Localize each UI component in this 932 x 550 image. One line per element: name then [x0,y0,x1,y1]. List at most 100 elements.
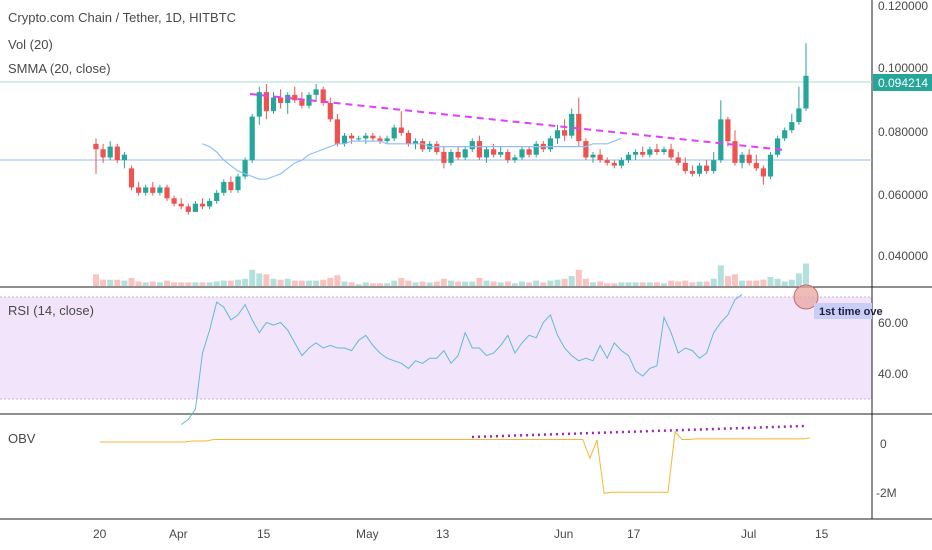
volume-bar [625,282,632,286]
volume-bar [462,281,469,286]
candle [455,146,461,161]
candle-body [767,154,774,177]
volume-bar [582,278,589,286]
candle-body [789,122,795,131]
candle [327,97,333,123]
candle-body [533,143,539,155]
volume-bar [242,278,249,286]
candle-body [100,149,106,158]
price-tick: 0.040000 [878,249,928,263]
candle-body [604,160,610,163]
volume-bar [767,277,774,286]
volume-bar [746,280,753,286]
volume-bar [732,274,738,286]
rsi-band [0,297,872,399]
candle-body [363,135,369,139]
candle [618,157,624,169]
volume-bar [369,283,376,286]
volume-bar [320,279,327,286]
candle-body [718,119,724,161]
candle [192,201,198,212]
volume-bar [334,275,341,286]
candle-body [334,119,340,144]
candle-body [590,154,596,158]
candle-body [569,113,575,136]
candle [263,83,269,120]
candle [121,152,127,169]
rsi-tick: 60.00 [878,316,908,330]
candle [228,176,234,193]
candle [391,124,397,142]
volume-bar [185,282,192,286]
volume-bar [448,280,454,286]
volume-bar [675,281,682,286]
candle [214,190,220,204]
volume-bar [206,282,213,286]
obv-tick: -2M [876,486,897,500]
candle [775,135,781,158]
volume-bar [511,283,518,286]
candle [441,146,447,169]
candle [803,43,809,112]
volume-bar [668,280,675,286]
obv-trendline [471,424,806,439]
candle [789,113,795,133]
candle [711,152,717,174]
candle-body [157,187,163,193]
candle-body [327,103,333,120]
candle-body [121,154,127,161]
candle [569,108,575,139]
candle-body [704,165,710,172]
candle [221,179,227,196]
candle [100,143,106,163]
candle-body [498,152,504,155]
candle [199,198,206,210]
volume-bar [142,282,149,286]
candle [256,86,262,125]
candle-body [597,154,603,161]
volume-bar [341,281,348,286]
volume-bar [724,276,731,286]
candle [526,146,532,158]
candle-body [583,141,589,158]
candle [647,146,653,158]
rsi-label: RSI (14, close) [8,303,94,318]
candle-body [143,187,149,193]
candle-body [398,127,404,133]
candle-body [491,149,497,155]
candle [483,146,490,163]
price-tick: 0.120000 [878,0,928,13]
candle-body [689,171,695,174]
rsi-annotation-text: 1st time ove [819,306,883,318]
volume-bar [561,278,568,286]
candle-body [526,149,532,155]
volume-bar [412,282,419,286]
candle-body [448,152,454,163]
candle [249,113,255,163]
volume-bar [483,280,490,286]
volume-bar [270,278,277,286]
volume-bar [284,278,291,286]
candle [725,116,731,147]
candle [270,92,277,114]
volume-bar [93,274,99,286]
candle [668,143,674,161]
candle-body [420,141,426,150]
candle-body [682,162,688,172]
candle [533,141,539,158]
candle-body [775,138,781,155]
candle [583,138,589,161]
volume-bar [533,280,540,286]
candle-body [136,187,142,193]
volume-bar [277,279,284,286]
volume-bar [717,265,724,286]
candle [448,149,454,166]
x-tick: Jun [554,527,573,541]
candle [689,165,695,177]
candle-body [547,138,553,150]
candle [597,149,603,163]
candle [562,119,568,142]
smma-label: SMMA (20, close) [8,61,111,76]
volume-bar [639,282,646,286]
